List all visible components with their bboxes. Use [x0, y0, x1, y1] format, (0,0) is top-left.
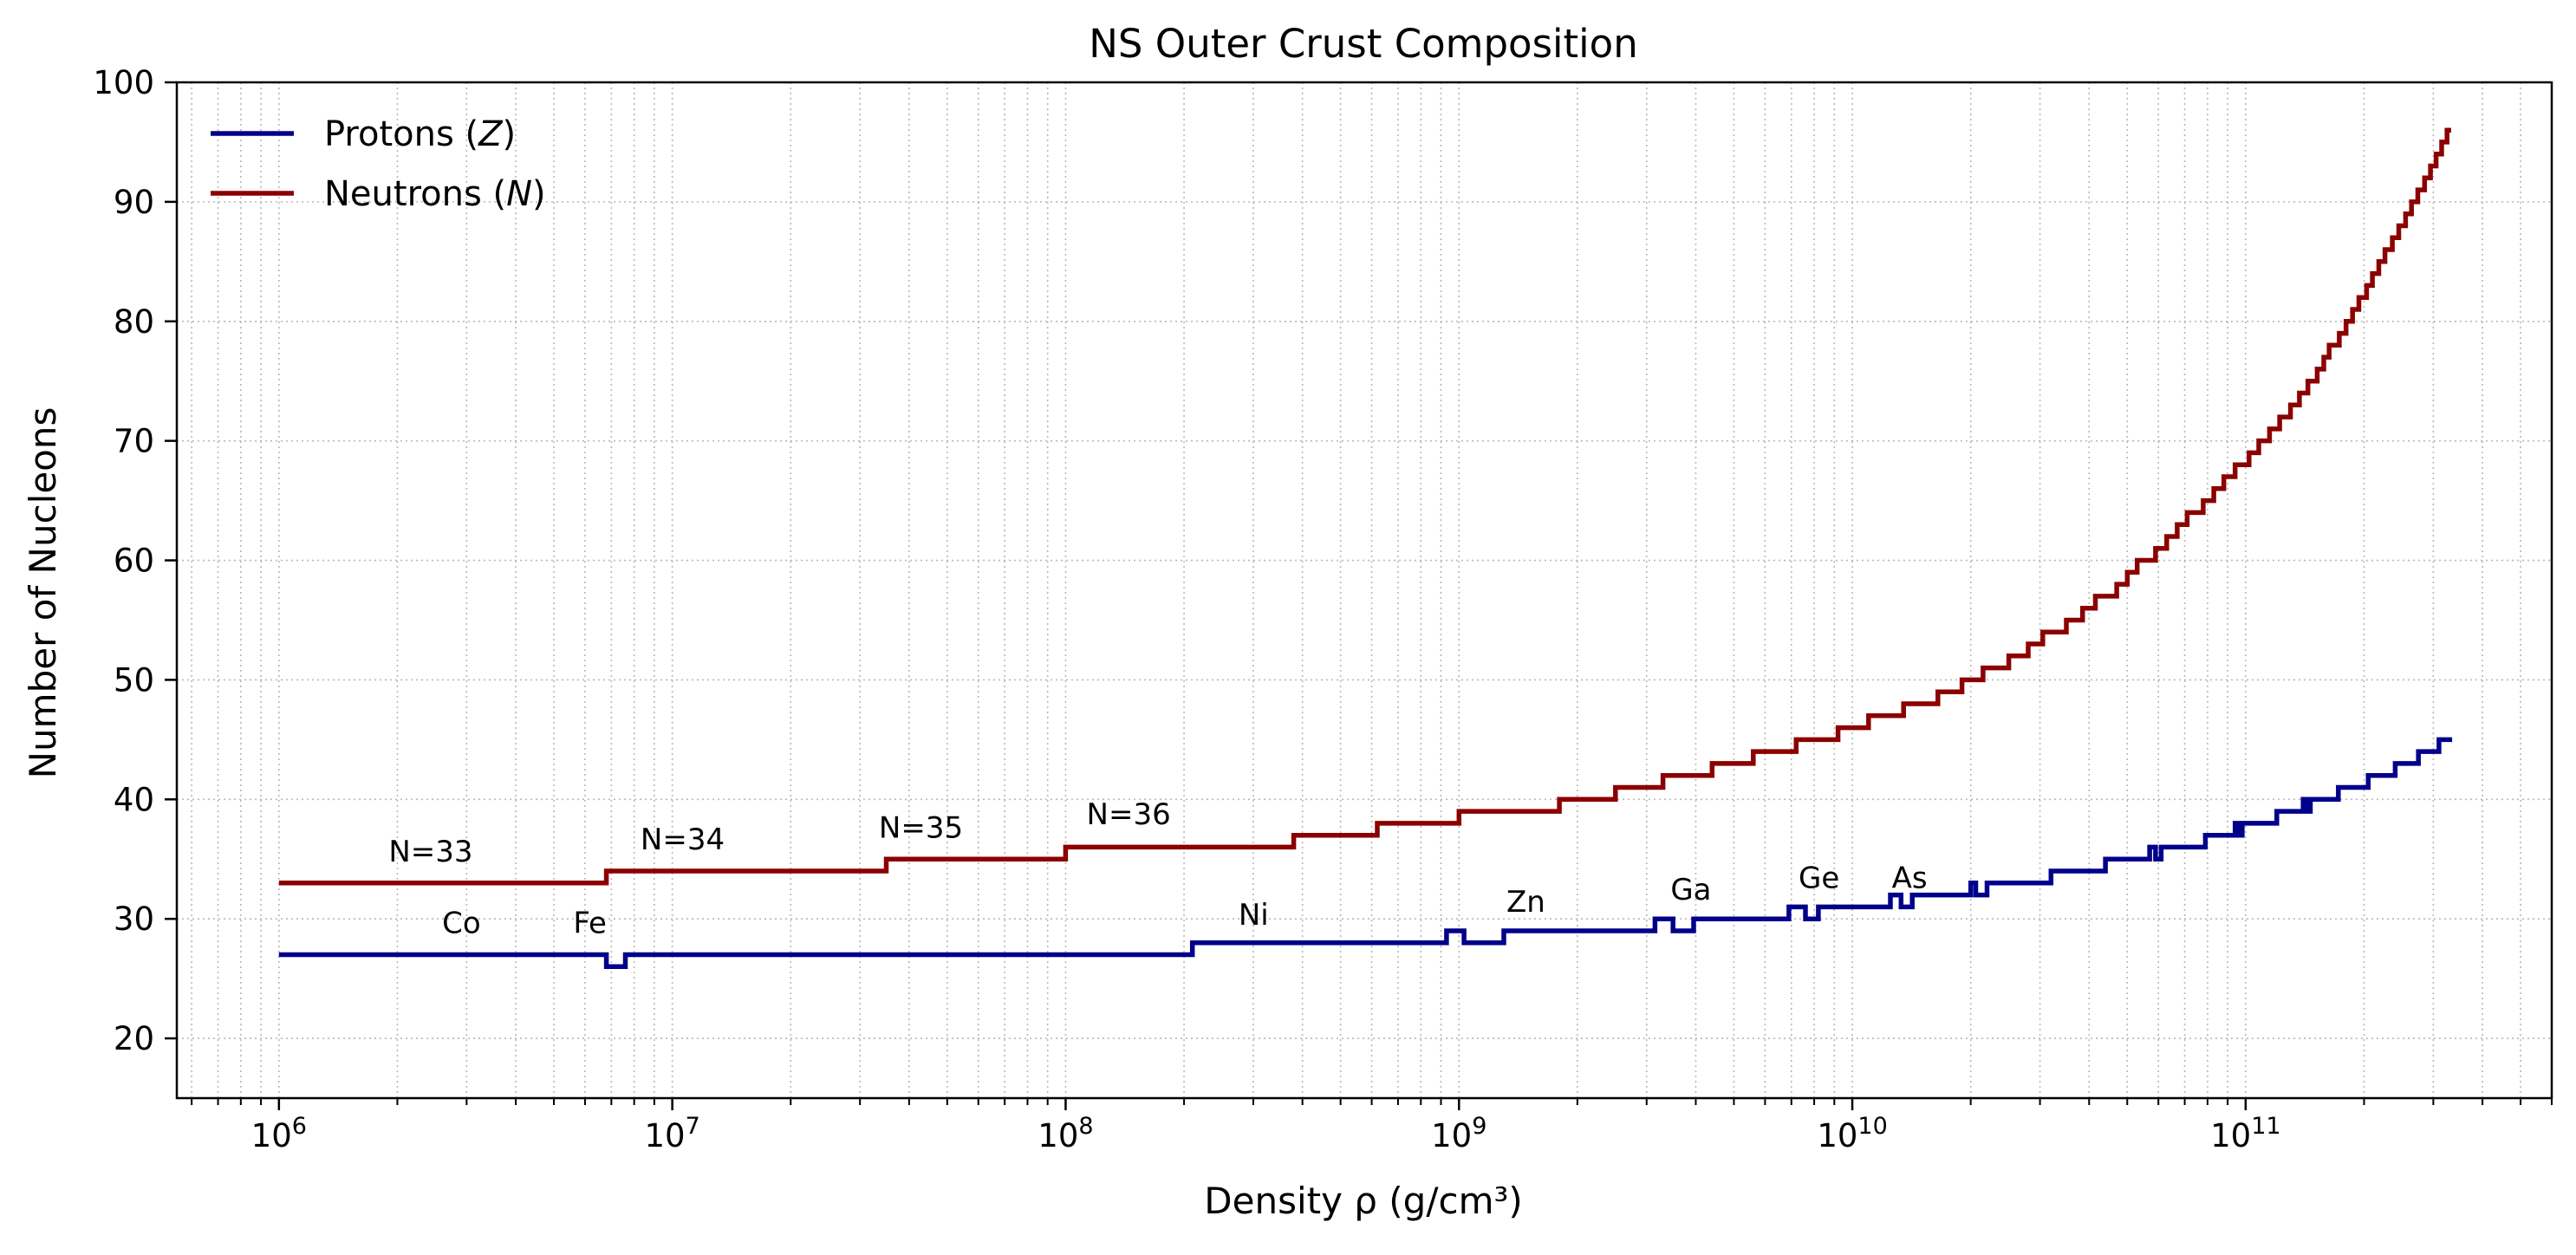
legend-label-protons: Protons (Z): [324, 114, 516, 154]
x-tick-label: 108: [1038, 1113, 1093, 1154]
series-line-protons: [278, 737, 2453, 970]
y-tick-label: 60: [114, 543, 154, 580]
annotation-label: N=35: [879, 810, 963, 845]
axis-ticks: 106 107 108 109 1010 1011 20 30 40 50 60 70 80 90 100: [93, 64, 2553, 1154]
y-tick-label: 90: [114, 184, 154, 221]
annotation-label: N=36: [1087, 797, 1171, 832]
x-tick-label: 1011: [2210, 1113, 2280, 1154]
legend-label-neutrons: Neutrons (N): [324, 174, 546, 214]
y-tick-label: 80: [114, 303, 154, 341]
series-line-neutrons: [278, 127, 2451, 886]
annotation-label: Fe: [573, 907, 607, 941]
x-tick-label: 109: [1431, 1113, 1486, 1154]
chart-title: NS Outer Crust Composition: [1089, 21, 1637, 67]
y-tick-label: 50: [114, 661, 154, 699]
annotation-label: Zn: [1506, 885, 1545, 920]
annotation-label: Ge: [1799, 861, 1839, 895]
annotation-label: Ni: [1239, 898, 1269, 933]
annotation-label: Ga: [1670, 873, 1711, 907]
y-tick-label: 30: [114, 901, 154, 938]
legend: Protons (Z) Neutrons (N): [211, 114, 546, 214]
annotation-label: N=34: [641, 823, 725, 857]
plot-frame: [175, 81, 2553, 1100]
x-tick-label: 107: [644, 1113, 699, 1154]
x-axis-label: Density ρ (g/cm³): [1204, 1180, 1522, 1222]
x-tick-label: 1010: [1817, 1113, 1887, 1154]
y-tick-label: 40: [114, 781, 154, 818]
series-layer: [278, 127, 2453, 970]
x-tick-label: 106: [251, 1113, 307, 1154]
y-tick-label: 20: [114, 1020, 154, 1057]
annotation-label: N=33: [388, 835, 472, 869]
y-tick-label: 100: [93, 64, 154, 101]
y-tick-label: 70: [114, 423, 154, 460]
annotation-label: As: [1892, 861, 1928, 895]
y-axis-label: Number of Nucleons: [22, 407, 64, 779]
annotation-label: Co: [442, 907, 481, 941]
annotations: N=33 N=34 N=35 N=36 Co Fe Ni Zn Ga Ge As: [388, 797, 1927, 940]
